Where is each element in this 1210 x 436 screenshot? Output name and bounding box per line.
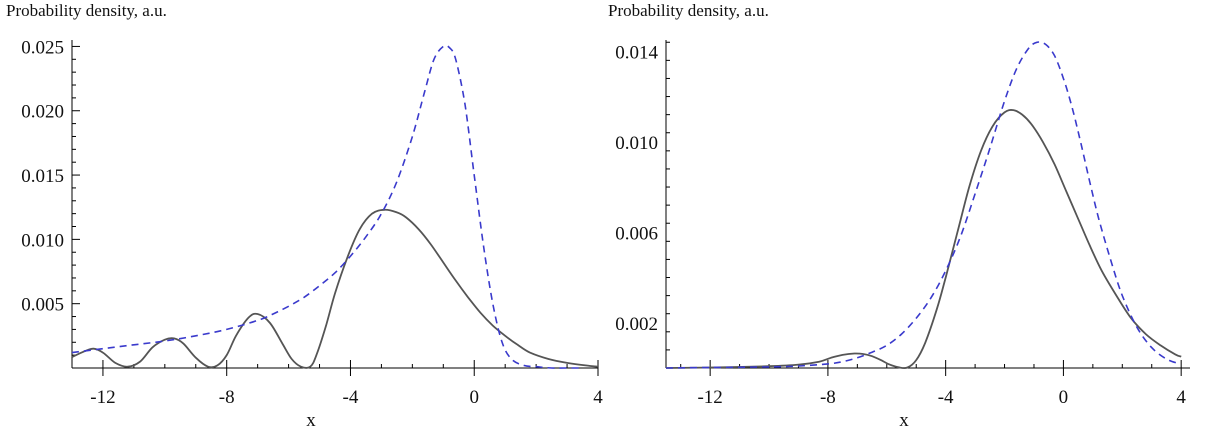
chart-1-x-tick-label: -4 <box>343 387 359 408</box>
chart-1-y-axis-label: Probability density, a.u. <box>6 1 167 20</box>
chart-1-series-solid-line <box>71 208 599 369</box>
chart-1-x-tick-label: -8 <box>219 387 235 408</box>
chart-2-series-dashed-line <box>665 41 1179 369</box>
chart-2-x-axis-label: x <box>899 410 909 431</box>
chart-2-x-tick-label: -4 <box>938 387 954 408</box>
chart-2-x-tick-label: 0 <box>1059 387 1069 408</box>
chart-2-x-tick-label: 4 <box>1176 387 1186 408</box>
chart-1-y-tick-label: 0.015 <box>21 166 64 187</box>
chart-2-y-tick-label: 0.010 <box>615 133 658 154</box>
chart-1-y-tick-label: 0.010 <box>21 230 64 251</box>
chart-1-y-tick-label: 0.020 <box>21 102 64 123</box>
chart-1-x-tick-label: 0 <box>469 387 479 408</box>
chart-2-y-axis-label: Probability density, a.u. <box>608 1 769 20</box>
chart-1-x-axis-label: x <box>306 410 316 431</box>
chart-1-x-tick-label: 4 <box>593 387 603 408</box>
chart-2-x-tick-label: -8 <box>820 387 836 408</box>
chart-2-x-tick-label: -12 <box>697 387 722 408</box>
chart-2-y-tick-label: 0.014 <box>615 42 658 63</box>
chart-1-series-dashed-line <box>71 44 583 369</box>
chart-1-y-tick-label: 0.025 <box>21 37 64 58</box>
chart-1-y-tick-label: 0.005 <box>21 295 64 316</box>
chart-2-y-tick-label: 0.002 <box>615 314 658 335</box>
chart-1-x-tick-label: -12 <box>90 387 115 408</box>
chart-2-y-tick-label: 0.006 <box>615 223 658 244</box>
chart-2-series-solid-line <box>665 109 1182 370</box>
